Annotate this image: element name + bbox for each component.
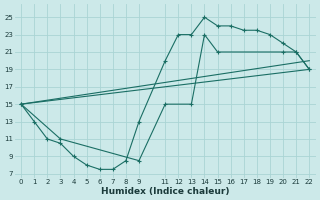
X-axis label: Humidex (Indice chaleur): Humidex (Indice chaleur) [101,187,229,196]
